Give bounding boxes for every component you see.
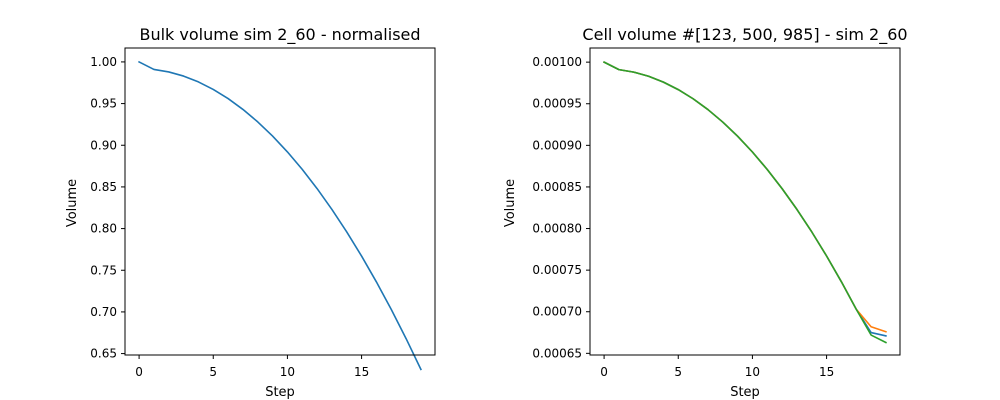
plot-lines xyxy=(603,61,887,344)
series-line-3 xyxy=(603,61,887,344)
series-line-1 xyxy=(138,60,422,371)
y-axis-label: Volume xyxy=(65,179,80,227)
x-ticks: 0 5 10 15 xyxy=(135,355,369,379)
x-tick-label: 0 xyxy=(135,365,143,379)
chart-title: Bulk volume sim 2_60 - normalised xyxy=(139,25,420,45)
x-tick-label: 15 xyxy=(354,365,369,379)
y-ticks: 0.65 0.70 0.75 0.80 0.85 0.90 0.95 1.00 xyxy=(90,55,125,361)
x-tick-label: 0 xyxy=(600,365,608,379)
x-tick-label: 15 xyxy=(819,365,834,379)
axes-frame xyxy=(589,47,901,356)
y-axis-label: Volume xyxy=(503,179,518,227)
y-tick-label: 0.65 xyxy=(90,347,117,361)
y-tick-label: 0.00070 xyxy=(532,305,582,319)
x-axis-label: Step xyxy=(730,385,760,400)
axes-frame xyxy=(124,47,436,356)
x-tick-label: 10 xyxy=(280,365,295,379)
y-tick-label: 0.00075 xyxy=(532,263,582,277)
y-tick-label: 0.00090 xyxy=(532,138,582,152)
x-tick-label: 10 xyxy=(745,365,760,379)
y-tick-label: 0.85 xyxy=(90,180,117,194)
plot-lines xyxy=(138,60,422,371)
x-axis-label: Step xyxy=(265,385,295,400)
y-tick-label: 0.00065 xyxy=(532,346,582,360)
x-tick-label: 5 xyxy=(674,365,682,379)
y-tick-label: 0.00080 xyxy=(532,222,582,236)
x-tick-label: 5 xyxy=(209,365,217,379)
x-ticks: 0 5 10 15 xyxy=(600,355,834,379)
y-tick-label: 0.95 xyxy=(90,97,117,111)
y-tick-label: 0.80 xyxy=(90,222,117,236)
y-tick-label: 0.00095 xyxy=(532,97,582,111)
chart-bulk-volume: Bulk volume sim 2_60 - normalised 0 5 10 15… xyxy=(65,25,436,400)
y-tick-label: 0.75 xyxy=(90,263,117,277)
chart-cell-volume: Cell volume #[123, 500, 985] - sim 2_60 … xyxy=(503,25,908,400)
y-tick-label: 0.00100 xyxy=(532,55,582,69)
y-tick-label: 1.00 xyxy=(90,55,117,69)
y-ticks: 0.00065 0.00070 0.00075 0.00080 0.00085 0.000… xyxy=(532,55,590,360)
chart-title: Cell volume #[123, 500, 985] - sim 2_60 xyxy=(582,25,907,45)
y-tick-label: 0.70 xyxy=(90,305,117,319)
y-tick-label: 0.00085 xyxy=(532,180,582,194)
y-tick-label: 0.90 xyxy=(90,138,117,152)
